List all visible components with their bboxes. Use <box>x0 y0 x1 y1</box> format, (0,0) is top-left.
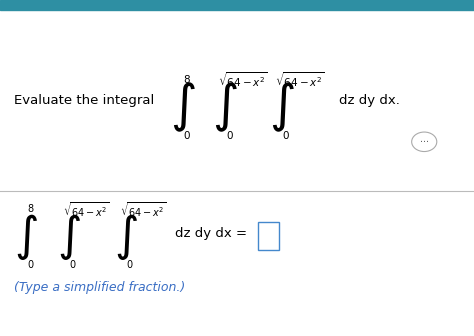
Text: $\int$: $\int$ <box>14 212 38 262</box>
Text: ⋯: ⋯ <box>420 137 428 146</box>
Text: Evaluate the integral: Evaluate the integral <box>14 94 155 107</box>
Text: $\sqrt{64-x^2}$: $\sqrt{64-x^2}$ <box>64 201 110 219</box>
Text: 0: 0 <box>183 130 190 140</box>
Text: $\int$: $\int$ <box>170 81 195 134</box>
Text: 0: 0 <box>226 130 232 140</box>
Text: 0: 0 <box>127 260 133 270</box>
Text: $\sqrt{64-x^2}$: $\sqrt{64-x^2}$ <box>219 71 268 90</box>
Text: 8: 8 <box>183 75 190 85</box>
Text: 8: 8 <box>27 204 33 214</box>
Text: $\int$: $\int$ <box>212 81 238 134</box>
Text: 0: 0 <box>27 260 33 270</box>
Text: $\int$: $\int$ <box>114 212 137 262</box>
Text: $\sqrt{64-x^2}$: $\sqrt{64-x^2}$ <box>275 71 325 90</box>
Text: dz dy dx.: dz dy dx. <box>339 94 400 107</box>
FancyBboxPatch shape <box>258 222 279 250</box>
Text: $\sqrt{64-x^2}$: $\sqrt{64-x^2}$ <box>120 201 167 219</box>
Text: 0: 0 <box>283 130 289 140</box>
Text: $\int$: $\int$ <box>269 81 295 134</box>
Text: 0: 0 <box>70 260 76 270</box>
Bar <box>0 0 474 10</box>
Text: (Type a simplified fraction.): (Type a simplified fraction.) <box>14 281 185 294</box>
Text: dz dy dx =: dz dy dx = <box>175 227 247 240</box>
Ellipse shape <box>411 132 437 152</box>
Text: $\int$: $\int$ <box>57 212 81 262</box>
